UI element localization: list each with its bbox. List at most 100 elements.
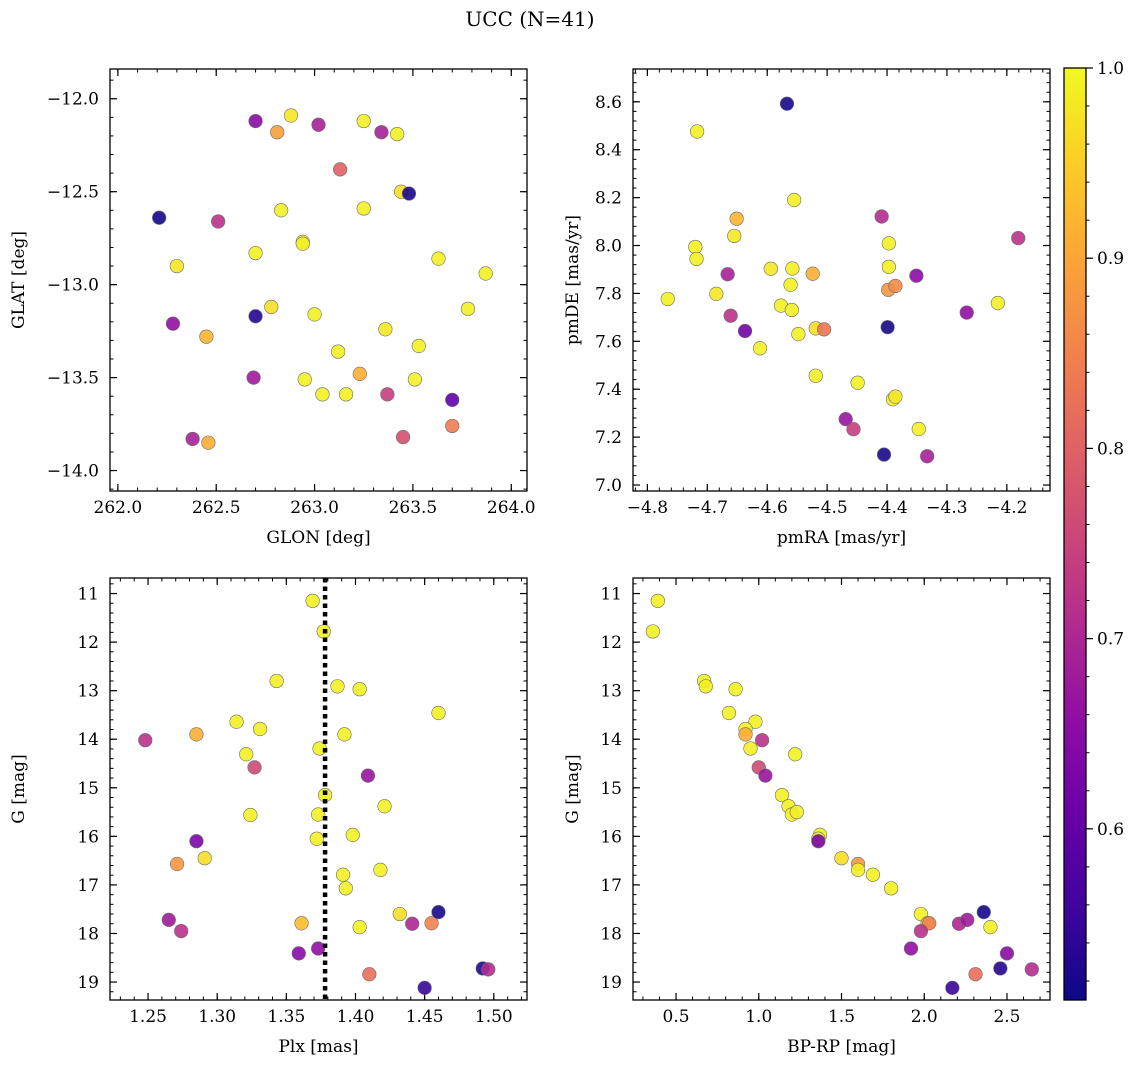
scatter-point xyxy=(407,372,422,387)
scatter-point xyxy=(1024,962,1039,977)
x-tick-label: 2.0 xyxy=(911,1007,938,1027)
x-axis-label: GLON [deg] xyxy=(266,528,370,548)
scatter-point xyxy=(352,366,367,381)
scatter-point xyxy=(846,422,861,437)
y-axis-label: G [mag] xyxy=(9,754,29,823)
scatter-point xyxy=(392,906,407,922)
scatter-point xyxy=(920,449,935,464)
x-tick-label: 1.45 xyxy=(406,1007,444,1027)
scatter-point xyxy=(993,961,1008,976)
scatter-point xyxy=(395,429,411,445)
x-tick-label: −4.7 xyxy=(687,498,728,518)
scatter-point xyxy=(660,291,675,307)
y-tick-label: 18 xyxy=(77,924,99,944)
scatter-point xyxy=(264,299,279,315)
y-tick-label: 13 xyxy=(77,682,99,702)
scatter-point xyxy=(880,320,895,335)
scatter-point xyxy=(380,387,395,402)
scatter-point xyxy=(689,251,704,267)
scatter-points xyxy=(660,96,1026,464)
scatter-point xyxy=(330,679,345,694)
x-axis-label: pmRA [mas/yr] xyxy=(777,528,906,548)
scatter-point xyxy=(352,920,367,935)
scatter-point xyxy=(817,322,832,337)
scatter-point xyxy=(791,327,806,342)
y-tick-label: 12 xyxy=(77,633,99,653)
scatter-point xyxy=(201,435,216,450)
scatter-point xyxy=(779,96,795,111)
scatter-point xyxy=(305,593,320,608)
x-axis-label: Plx [mas] xyxy=(278,1037,358,1057)
scatter-point xyxy=(999,946,1015,961)
colorbar-tick-label: 0.8 xyxy=(1097,439,1124,459)
x-tick-label: 1.35 xyxy=(267,1007,305,1027)
scatter-point xyxy=(698,679,713,694)
y-tick-label: −13.0 xyxy=(47,276,99,296)
scatter-point xyxy=(865,867,881,882)
scatter-point xyxy=(248,309,263,324)
colorbar: 0.6 0.7 0.8 0.9 1.0 xyxy=(1063,59,1124,1001)
y-tick-label: 7.8 xyxy=(595,284,622,304)
y-tick-label: 14 xyxy=(600,730,622,750)
scatter-point xyxy=(983,920,998,935)
x-tick-label: 2.5 xyxy=(993,1007,1020,1027)
x-tick-label: −4.4 xyxy=(866,498,907,518)
scatter-point xyxy=(738,727,753,742)
scatter-point xyxy=(338,881,353,896)
scatter-point xyxy=(248,113,263,129)
x-tick-label: −4.2 xyxy=(986,498,1027,518)
y-tick-label: 16 xyxy=(600,827,622,847)
scatter-point xyxy=(945,980,960,995)
scatter-point xyxy=(243,807,258,823)
scatter-point xyxy=(373,862,388,877)
y-tick-label: 15 xyxy=(77,779,99,799)
scatter-point xyxy=(728,682,743,697)
scatter-point xyxy=(356,201,371,216)
scatter-point xyxy=(805,266,820,281)
scatter-point xyxy=(729,211,744,226)
scatter-points xyxy=(138,593,496,995)
scatter-point xyxy=(903,941,919,956)
x-tick-label: −4.6 xyxy=(747,498,788,518)
y-tick-label: 11 xyxy=(600,585,622,605)
scatter-point xyxy=(252,721,268,737)
scatter-point xyxy=(808,368,823,383)
scatter-point xyxy=(165,316,181,331)
scatter-point xyxy=(307,307,322,322)
y-axis-label: pmDE [mas/yr] xyxy=(563,215,583,345)
y-tick-label: −14.0 xyxy=(47,462,99,482)
scatter-point xyxy=(291,946,306,961)
scatter-point xyxy=(990,295,1005,311)
y-tick-label: 14 xyxy=(77,730,99,750)
scatter-point xyxy=(378,322,393,337)
scatter-point xyxy=(709,286,724,301)
x-tick-label: 1.40 xyxy=(337,1007,375,1027)
x-tick-label: 1.50 xyxy=(475,1007,513,1027)
scatter-point xyxy=(297,372,312,387)
scatter-panel-2: −4.8 −4.7 −4.6 −4.5 −4.4 −4.3 −4.2 7.0 7.2 7.4 7.6… xyxy=(563,68,1051,548)
scatter-point xyxy=(138,733,153,748)
scatter-point xyxy=(311,807,326,822)
scatter-point xyxy=(169,258,184,274)
scatter-point xyxy=(377,799,392,814)
y-tick-label: 13 xyxy=(600,682,622,702)
scatter-point xyxy=(909,268,924,283)
scatter-panel-1: 262.0 262.5 263.0 263.5 264.0 −12.0 −12.5 −13.0… xyxy=(9,68,536,548)
scatter-point xyxy=(1011,230,1026,246)
scatter-point xyxy=(911,421,926,437)
colorbar-gradient xyxy=(1063,67,1087,1001)
scatter-point xyxy=(337,727,352,742)
scatter-point xyxy=(246,370,261,385)
scatter-panel-4: 0.5 1.0 1.5 2.0 2.5 11 12 13 14 15 16 17 18 19 BP-RP [… xyxy=(563,577,1051,1057)
y-tick-label: 8.4 xyxy=(595,141,622,161)
y-tick-label: −12.5 xyxy=(47,183,99,203)
scatter-point xyxy=(274,203,289,218)
scatter-point xyxy=(888,278,903,294)
scatter-point xyxy=(189,834,204,849)
x-tick-label: 1.0 xyxy=(745,1007,772,1027)
y-tick-label: 8.0 xyxy=(595,237,622,257)
scatter-point xyxy=(431,905,446,920)
y-axis-label: G [mag] xyxy=(563,754,583,823)
y-tick-label: 12 xyxy=(600,633,622,653)
scatter-point xyxy=(737,323,753,339)
